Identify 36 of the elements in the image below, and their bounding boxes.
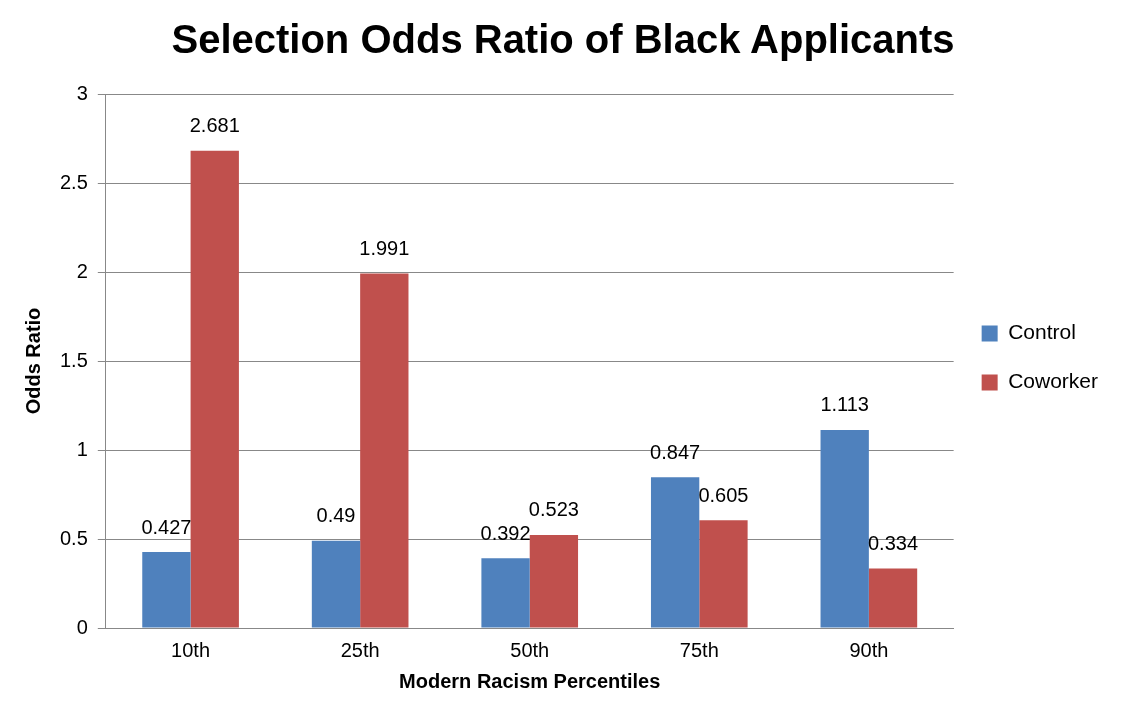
bar (650, 477, 700, 628)
data-label: 0.392 (480, 521, 531, 544)
legend-label: Coworker (1008, 369, 1099, 393)
y-tick-label: 1.5 (59, 348, 88, 371)
y-tick-label: 2 (76, 259, 88, 282)
bar (360, 273, 409, 628)
x-tick-label: 90th (849, 638, 889, 661)
x-axis-title: Modern Racism Percentiles (399, 669, 661, 692)
bar (529, 534, 579, 628)
y-tick-label: 3 (76, 81, 88, 104)
bar (311, 540, 361, 628)
y-tick-label: 2.5 (59, 170, 88, 193)
data-label: 0.49 (316, 504, 356, 527)
chart-title: Selection Odds Ratio of Black Applicants (171, 17, 955, 62)
data-label: 1.113 (820, 393, 869, 416)
data-label: 0.605 (698, 483, 749, 506)
data-label: 0.523 (528, 498, 579, 521)
bar (820, 429, 869, 628)
bar (481, 558, 530, 628)
bar (868, 568, 918, 628)
y-axis-title: Odds Ratio (21, 307, 44, 415)
bar (142, 551, 191, 628)
data-label: 1.991 (359, 237, 410, 260)
y-tick-label: 1 (76, 437, 88, 460)
x-tick-label: 75th (679, 638, 719, 661)
data-label: 0.847 (650, 440, 701, 463)
data-label: 0.427 (141, 515, 192, 538)
legend-label: Control (1008, 320, 1076, 344)
x-tick-label: 25th (340, 638, 380, 661)
x-tick-label: 10th (171, 638, 211, 661)
y-tick-label: 0.5 (59, 526, 88, 549)
bar (699, 520, 748, 628)
x-tick-label: 50th (510, 638, 550, 661)
data-label: 2.681 (189, 114, 240, 137)
y-tick-label: 0 (76, 615, 88, 638)
bar (190, 150, 239, 628)
